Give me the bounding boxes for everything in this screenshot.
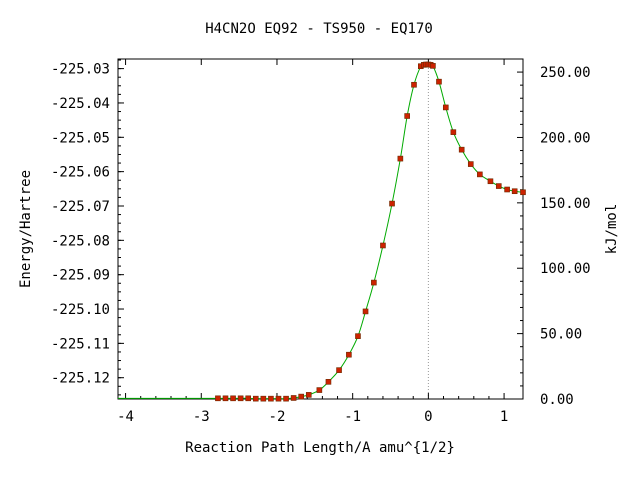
data-point xyxy=(362,308,369,315)
data-point xyxy=(260,395,267,402)
data-point xyxy=(442,104,449,111)
data-point xyxy=(283,395,289,402)
chart-title: H4CN2O EQ92 - TS950 - EQ170 xyxy=(205,21,433,37)
x-tick-label: 0 xyxy=(424,409,432,425)
data-point xyxy=(436,78,442,85)
y2-ticks: 0.00 50.00 100.00 150.00 200.00 250.00 xyxy=(517,65,591,408)
data-point xyxy=(355,333,361,339)
data-point xyxy=(346,351,352,358)
series-line xyxy=(217,63,524,400)
data-point xyxy=(380,242,386,249)
data-point xyxy=(222,395,229,402)
y-tick-label: -225.05 xyxy=(51,130,110,146)
y2-tick-label: 250.00 xyxy=(540,65,591,81)
data-point xyxy=(215,395,221,402)
y-tick-label: -225.03 xyxy=(51,62,110,78)
data-point xyxy=(325,379,332,385)
data-point xyxy=(504,186,510,193)
y-ticks: -225.03 -225.04 -225.05 -225.06 -225.07 -225.… xyxy=(51,59,124,396)
data-point xyxy=(487,178,494,185)
data-point xyxy=(290,395,297,401)
y-tick-label: -225.07 xyxy=(51,199,110,215)
data-point xyxy=(275,395,282,402)
y-tick-label: -225.04 xyxy=(51,96,110,112)
data-point xyxy=(511,188,518,195)
data-point xyxy=(237,395,244,402)
y2-tick-label: 150.00 xyxy=(540,196,591,212)
x-tick-label: -4 xyxy=(117,409,134,425)
x-tick-label: 1 xyxy=(500,409,508,425)
data-point xyxy=(430,63,436,69)
data-point xyxy=(305,392,312,398)
data-point xyxy=(477,171,483,178)
data-point xyxy=(495,183,502,189)
y-tick-label: -225.06 xyxy=(51,165,110,181)
data-point xyxy=(252,395,259,402)
data-point xyxy=(520,189,526,196)
marker-layer xyxy=(215,61,526,402)
y2-tick-label: 50.00 xyxy=(540,327,582,343)
x-tick-label: -2 xyxy=(269,409,286,425)
x-tick-label: -3 xyxy=(193,409,210,425)
data-point xyxy=(298,393,304,400)
data-point xyxy=(336,367,342,373)
y-axis-label: Energy/Hartree xyxy=(18,170,34,288)
plot-frame xyxy=(117,58,524,400)
y2-tick-label: 100.00 xyxy=(540,261,591,277)
y-tick-label: -225.09 xyxy=(51,268,110,284)
x-ticks: -4 -3 -2 -1 0 1 xyxy=(117,59,508,425)
y2-tick-label: 0.00 xyxy=(540,392,574,408)
series-layer xyxy=(118,63,524,400)
data-point xyxy=(371,279,377,286)
data-point xyxy=(397,155,404,162)
y2-tick-label: 200.00 xyxy=(540,130,591,146)
data-point xyxy=(467,161,474,167)
y-tick-label: -225.08 xyxy=(51,233,110,249)
y-tick-label: -225.12 xyxy=(51,371,110,387)
x-axis-label: Reaction Path Length/A amu^{1/2} xyxy=(185,440,455,456)
data-point xyxy=(389,200,395,207)
data-point xyxy=(245,395,252,402)
data-point xyxy=(458,146,465,153)
y2-axis-label: kJ/mol xyxy=(604,204,620,255)
data-point xyxy=(230,395,236,402)
data-point xyxy=(268,395,274,402)
data-point xyxy=(404,113,410,119)
data-point xyxy=(316,387,323,393)
y-tick-label: -225.10 xyxy=(51,302,110,318)
data-point xyxy=(450,129,457,135)
x-tick-label: -1 xyxy=(344,409,361,425)
y-tick-label: -225.11 xyxy=(51,336,110,352)
data-point xyxy=(411,81,417,88)
